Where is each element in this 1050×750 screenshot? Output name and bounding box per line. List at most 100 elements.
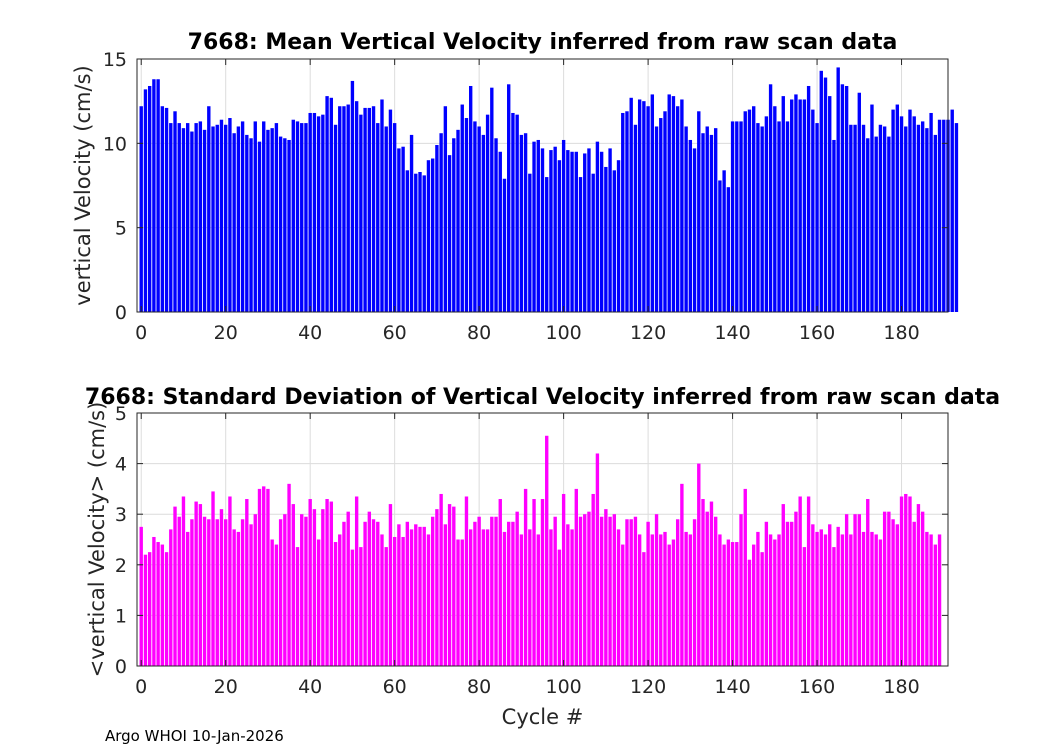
bar — [912, 521, 916, 666]
bar — [443, 106, 448, 312]
bar — [726, 539, 731, 666]
bar — [566, 524, 570, 666]
bar — [840, 534, 845, 666]
bar — [866, 138, 870, 312]
bar — [625, 519, 629, 666]
bar — [435, 509, 439, 666]
bar — [363, 107, 367, 312]
bar — [338, 534, 342, 666]
bar — [262, 486, 266, 666]
x-tick-label: 20 — [214, 322, 238, 344]
bar — [836, 526, 840, 666]
bar — [608, 148, 612, 312]
bar — [236, 126, 241, 312]
bar — [794, 94, 798, 312]
bar — [245, 499, 249, 666]
bar — [557, 549, 562, 666]
bar — [760, 552, 764, 666]
chart-title: 7668: Standard Deviation of Vertical Vel… — [85, 385, 1000, 410]
bar — [329, 97, 333, 312]
bar — [283, 514, 287, 666]
bar — [853, 514, 857, 666]
footer-credit: Argo WHOI 10-Jan-2026 — [105, 727, 284, 745]
bar — [870, 531, 874, 666]
bar — [414, 524, 418, 666]
bar — [245, 134, 249, 312]
bar — [709, 134, 714, 312]
bar — [156, 79, 160, 313]
bar — [532, 141, 536, 312]
x-tick-label: 180 — [883, 322, 919, 344]
bar — [430, 516, 435, 666]
bar — [401, 146, 405, 312]
bar — [730, 121, 735, 312]
bar — [186, 531, 190, 666]
bar — [857, 92, 861, 312]
y-tick-label: 0 — [115, 302, 127, 324]
x-tick-label: 100 — [545, 322, 581, 344]
bar — [270, 128, 274, 312]
bar — [697, 111, 701, 312]
bar — [300, 123, 304, 312]
bar — [257, 488, 262, 666]
bar — [405, 521, 410, 666]
bar — [684, 531, 688, 666]
bar — [633, 516, 638, 666]
bar — [861, 124, 866, 312]
bar — [870, 104, 874, 312]
bar — [278, 136, 283, 312]
bar — [270, 539, 274, 666]
x-axis-label: Cycle # — [502, 705, 584, 729]
bar — [295, 547, 300, 666]
bar — [228, 496, 232, 666]
bar — [739, 121, 743, 312]
bar — [266, 488, 270, 666]
bar — [485, 529, 490, 666]
bar — [798, 496, 802, 666]
bar — [768, 534, 773, 666]
bar — [925, 128, 929, 312]
bar — [321, 114, 325, 312]
bar — [460, 539, 464, 666]
bar — [844, 514, 849, 666]
bar — [697, 463, 701, 666]
bar — [549, 150, 553, 312]
bar — [469, 85, 473, 313]
bar — [566, 150, 570, 312]
x-tick-label: 160 — [799, 676, 835, 698]
bar — [823, 534, 828, 666]
bar — [599, 151, 604, 312]
bar — [202, 516, 207, 666]
bar — [929, 112, 933, 312]
bar — [346, 104, 350, 312]
bar — [578, 516, 583, 666]
bar — [587, 148, 591, 312]
bar — [878, 124, 883, 312]
bar — [515, 511, 519, 666]
bar — [667, 94, 671, 312]
bar — [798, 99, 802, 312]
bar — [811, 109, 815, 312]
bar — [591, 173, 595, 312]
bar — [583, 514, 587, 666]
y-tick-label: 4 — [115, 454, 127, 476]
bar — [756, 123, 760, 312]
bar — [401, 536, 405, 666]
bar — [891, 519, 895, 666]
bar — [621, 544, 625, 666]
bar — [274, 544, 279, 666]
bar — [173, 111, 177, 312]
bar — [511, 521, 515, 666]
bar — [143, 554, 148, 666]
y-tick-label: 5 — [115, 403, 127, 425]
bar — [574, 488, 578, 666]
bar — [874, 534, 878, 666]
bar — [650, 94, 655, 312]
y-tick-label: 0 — [115, 656, 127, 678]
bar — [443, 524, 448, 666]
bar — [680, 483, 684, 666]
bar — [828, 96, 832, 312]
bar — [392, 536, 397, 666]
bar — [211, 491, 215, 666]
